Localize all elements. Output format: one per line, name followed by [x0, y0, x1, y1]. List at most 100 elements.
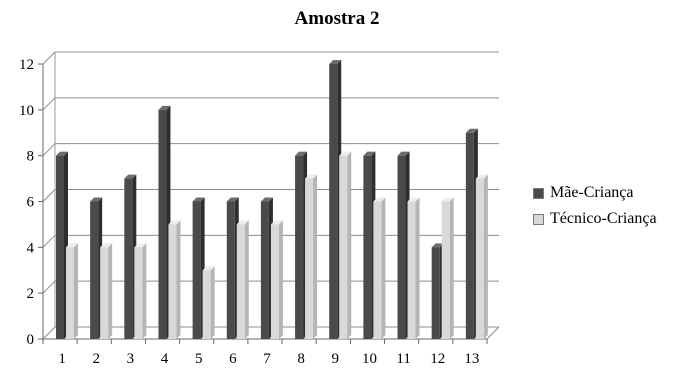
bar-side [449, 197, 454, 339]
chart-title: Amostra 2 [294, 8, 380, 29]
bar-top [56, 151, 68, 156]
x-tick-label: 12 [430, 351, 445, 367]
bar-top [397, 151, 410, 156]
bar-top [475, 174, 488, 179]
y-tick-label: 6 [27, 195, 35, 211]
y-tick-label: 2 [27, 286, 35, 302]
bar-mae-crianca [397, 155, 406, 339]
bar-top [339, 151, 352, 156]
bar-side [381, 197, 386, 339]
bar-tecnico-crianca [270, 224, 279, 339]
gridline-side [42, 234, 56, 248]
bar-mae-crianca [295, 155, 304, 339]
gridline-side [42, 326, 56, 340]
bar-tecnico-crianca [441, 201, 450, 339]
y-tick-label: 8 [27, 149, 35, 165]
bar-top [363, 151, 376, 156]
legend-item-mae-crianca: Mãe-Criança [533, 182, 657, 204]
x-tick-label: 5 [195, 351, 203, 367]
bar-tecnico-crianca [373, 201, 382, 339]
x-tick-label: 7 [263, 351, 271, 367]
bar-tecnico-crianca [66, 247, 74, 339]
bar-side [142, 243, 147, 339]
bar-top [305, 174, 318, 179]
y-tick-label: 4 [27, 240, 35, 256]
x-tick-label: 3 [127, 351, 135, 367]
bar-mae-crianca [226, 201, 235, 339]
x-tick-label: 10 [362, 351, 377, 367]
bar-side [415, 197, 420, 339]
bar-side [108, 243, 113, 339]
bar-top [407, 197, 420, 202]
gridline-side [42, 51, 56, 65]
bar-tecnico-crianca [168, 224, 177, 339]
bar-side [347, 151, 352, 339]
bar-mae-crianca [124, 178, 133, 339]
gridline-side [42, 189, 56, 202]
gridline-side [42, 97, 56, 111]
bar-tecnico-crianca [407, 201, 416, 339]
bar-top [441, 197, 454, 202]
legend-swatch-mae-crianca [533, 187, 544, 199]
x-tick-label: 13 [464, 351, 479, 367]
gridline-side [42, 280, 56, 294]
bar-tecnico-crianca [202, 270, 211, 339]
bar-top [158, 105, 171, 110]
x-tick-label: 8 [297, 351, 305, 367]
bar-top [202, 266, 215, 271]
bar-top [90, 197, 103, 202]
y-tick-label: 10 [19, 103, 34, 119]
bar-tecnico-crianca [100, 247, 109, 339]
bar-side [210, 266, 215, 339]
bar-side [74, 243, 78, 339]
bar-top [295, 151, 308, 156]
legend-swatch-tecnico-crianca [533, 213, 544, 225]
bar-mae-crianca [363, 155, 372, 339]
bar-top [373, 197, 386, 202]
legend: Mãe-Criança Técnico-Criança [533, 182, 657, 234]
bar-top [226, 197, 239, 202]
bar-top [168, 220, 181, 225]
legend-label-mae-crianca: Mãe-Criança [550, 184, 634, 201]
x-tick-label: 9 [332, 351, 340, 367]
legend-item-tecnico-crianca: Técnico-Criança [533, 208, 657, 230]
bar-side [483, 174, 488, 339]
bar-top [66, 243, 78, 248]
y-tick-label: 0 [27, 332, 35, 348]
bar-top [260, 197, 273, 202]
y-tick-label: 12 [19, 57, 34, 73]
bar-mae-crianca [158, 109, 167, 339]
floor-edge [486, 326, 500, 340]
legend-label-tecnico-crianca: Técnico-Criança [550, 210, 657, 227]
bar-mae-crianca [329, 64, 338, 339]
bar-top [100, 243, 113, 248]
x-tick-label: 4 [161, 351, 169, 367]
bar-top [329, 60, 342, 64]
bar-mae-crianca [431, 247, 440, 339]
bar-mae-crianca [260, 201, 269, 339]
bar-top [236, 220, 249, 225]
bar-mae-crianca [192, 201, 201, 339]
bar-tecnico-crianca [236, 224, 245, 339]
bar-side [176, 220, 181, 339]
bar-top [124, 174, 137, 179]
bar-top [431, 243, 444, 248]
bar-mae-crianca [465, 132, 474, 339]
x-tick-label: 2 [92, 351, 100, 367]
bar-side [244, 220, 249, 339]
bar-tecnico-crianca [475, 178, 484, 339]
bar-top [192, 197, 205, 202]
x-tick-label: 6 [229, 351, 237, 367]
bar-mae-crianca [56, 155, 64, 339]
bar-top [270, 220, 283, 225]
bar-top [465, 128, 478, 133]
bar-side [278, 220, 283, 339]
bar-side [313, 174, 318, 339]
bar-tecnico-crianca [305, 178, 314, 339]
bar-mae-crianca [90, 201, 99, 339]
bar-tecnico-crianca [134, 247, 143, 339]
bar-top [134, 243, 147, 248]
x-tick-label: 1 [58, 351, 66, 367]
